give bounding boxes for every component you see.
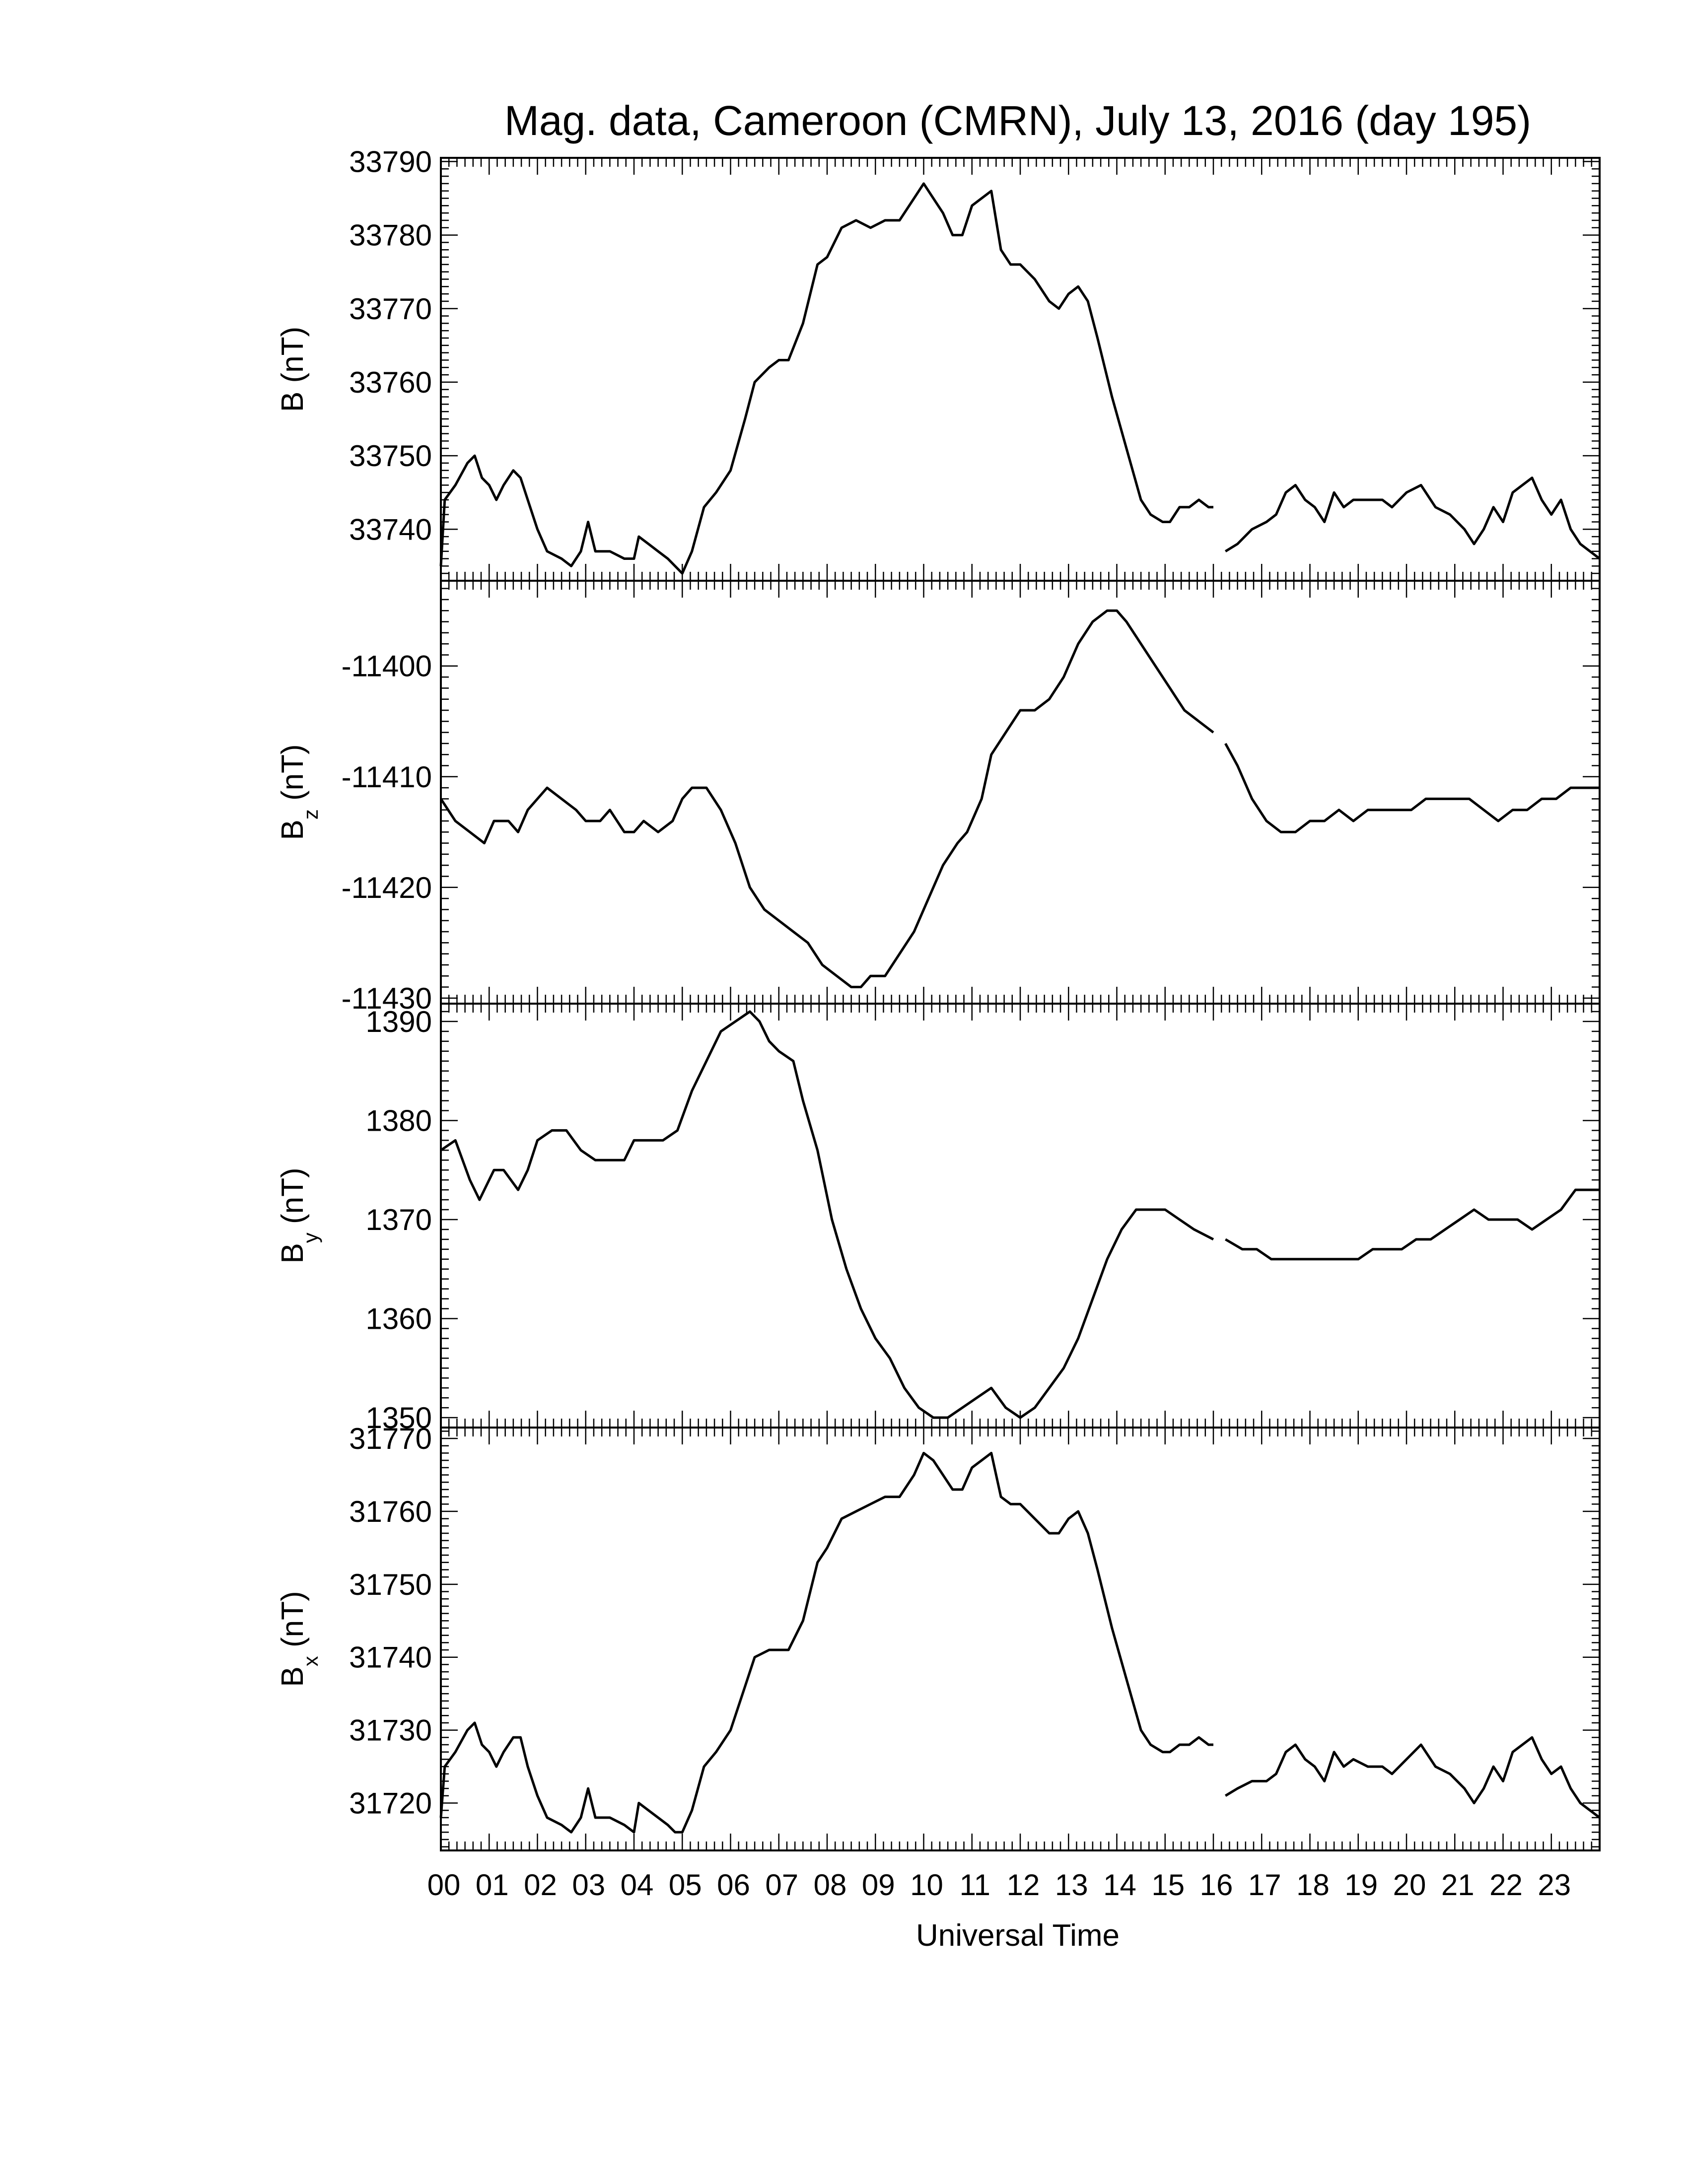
x-tick-label: 07 <box>765 1868 798 1902</box>
x-tick-label: 16 <box>1200 1868 1233 1902</box>
y-tick-label: -11410 <box>342 760 432 794</box>
x-tick-label: 09 <box>862 1868 895 1902</box>
y-tick-label: -11430 <box>342 982 432 1015</box>
y-tick-label: 33770 <box>349 292 432 326</box>
y-axis-label-main: B <box>276 1243 310 1263</box>
y-axis-label-unit: (nT) <box>276 744 310 809</box>
y-axis-label-main: B <box>276 392 310 412</box>
y-tick-label: 31720 <box>349 1787 432 1820</box>
series-line-by-segment-1 <box>440 1010 1214 1419</box>
x-tick-label: 18 <box>1296 1868 1330 1902</box>
panel-by: 1350 1360 1370 1380 1390 By (nT) <box>276 1003 1601 1434</box>
x-tick-label: 08 <box>814 1868 847 1902</box>
series-line-bz-segment-1 <box>439 609 1214 988</box>
x-tick-label: 14 <box>1103 1868 1136 1902</box>
x-tick-label: 11 <box>960 1868 990 1902</box>
x-tick-label: 12 <box>1007 1868 1040 1902</box>
series-line-bz-segment-2 <box>1224 743 1600 833</box>
y-tick-label: 1360 <box>366 1302 432 1336</box>
y-tick-label: -11420 <box>342 871 432 904</box>
y-axis-label-subscript: x <box>299 1656 322 1666</box>
y-tick-label: 31740 <box>349 1641 432 1674</box>
y-tick-label: 33740 <box>349 513 432 546</box>
x-tick-label: 05 <box>669 1868 702 1902</box>
y-tick-label: 1390 <box>366 1005 432 1038</box>
x-tick-label: 13 <box>1055 1868 1088 1902</box>
y-tick-label: 33780 <box>349 219 432 252</box>
y-tick-label: 1350 <box>366 1401 432 1434</box>
y-tick-label: -11400 <box>342 650 432 683</box>
y-axis-label-main: B <box>276 819 310 840</box>
x-tick-label: 10 <box>910 1868 943 1902</box>
series-line-by-segment-2 <box>1225 1188 1600 1261</box>
x-tick-label: 00 <box>427 1868 461 1902</box>
y-tick-label: 33760 <box>349 366 432 399</box>
y-tick-label: 31760 <box>349 1495 432 1528</box>
panel-bx: 31720 31730 31740 31750 31760 31770 Bx (nT) <box>276 1422 1601 1851</box>
y-axis-label-main: B <box>276 1666 310 1687</box>
x-tick-label: 23 <box>1538 1868 1571 1902</box>
x-tick-label: 01 <box>476 1868 509 1902</box>
x-tick-label: 03 <box>572 1868 605 1902</box>
series-line-b-segment-2 <box>1224 477 1601 560</box>
x-axis-label: Universal Time <box>916 1918 1120 1953</box>
x-tick-label: 20 <box>1393 1868 1426 1902</box>
chart-title: Mag. data, Cameroon (CMRN), July 13, 201… <box>504 97 1531 144</box>
y-tick-label: 31770 <box>349 1422 432 1455</box>
series-line-bx-segment-2 <box>1225 1736 1601 1819</box>
y-tick-label: 31730 <box>349 1714 432 1747</box>
panel-b: 33740 33750 33760 33770 33780 33790 B (nT) <box>276 145 1601 582</box>
x-tick-label: 17 <box>1248 1868 1281 1902</box>
y-tick-label: 33750 <box>349 439 432 473</box>
y-axis-label: B (nT) <box>276 327 310 412</box>
x-tick-label: 19 <box>1344 1868 1378 1902</box>
panel-bz: -11430 -11420 -11410 -11400 Bz (nT) <box>276 580 1601 1015</box>
x-tick-label: 06 <box>717 1868 750 1902</box>
y-axis-label-unit: (nT) <box>276 1167 310 1232</box>
x-tick-label: 22 <box>1489 1868 1523 1902</box>
y-tick-label: 1380 <box>366 1104 432 1137</box>
y-axis-label-subscript: y <box>299 1232 322 1243</box>
y-axis-label: Bz (nT) <box>276 744 322 840</box>
series-line-bx-segment-1 <box>439 1451 1213 1834</box>
y-tick-label: 31750 <box>349 1568 432 1601</box>
x-tick-label: 21 <box>1441 1868 1475 1902</box>
y-tick-label: 33790 <box>349 145 432 178</box>
x-tick-label: 15 <box>1151 1868 1185 1902</box>
series-line-b-segment-1 <box>439 182 1213 575</box>
y-axis-label-unit: (nT) <box>276 327 310 392</box>
y-axis-label-subscript: z <box>299 809 322 819</box>
y-axis-label-unit: (nT) <box>276 1591 310 1656</box>
x-tick-label: 02 <box>524 1868 557 1902</box>
x-tick-label: 04 <box>621 1868 654 1902</box>
y-axis-label: By (nT) <box>276 1167 322 1263</box>
y-tick-label: 1370 <box>366 1203 432 1236</box>
y-axis-label: Bx (nT) <box>276 1591 322 1687</box>
